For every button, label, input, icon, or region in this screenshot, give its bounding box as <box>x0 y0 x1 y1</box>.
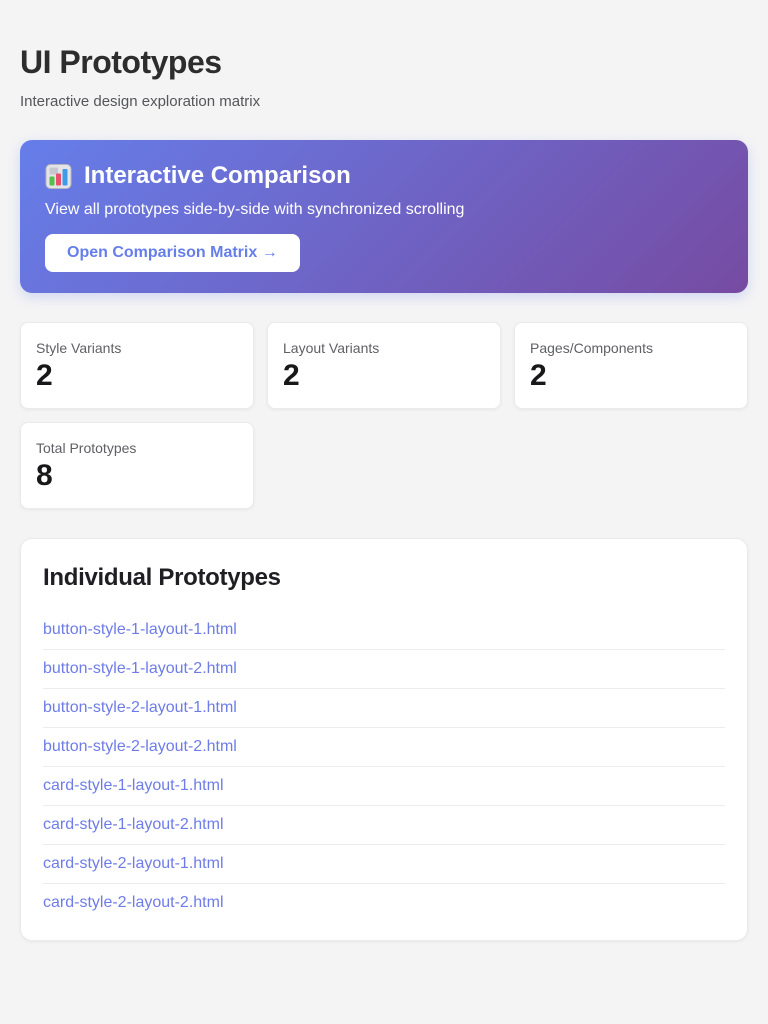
prototype-link[interactable]: card-style-1-layout-2.html <box>43 816 224 833</box>
individual-prototypes-card: Individual Prototypes button-style-1-lay… <box>20 538 748 941</box>
prototype-link[interactable]: card-style-2-layout-2.html <box>43 894 224 911</box>
page-subtitle: Interactive design exploration matrix <box>20 93 261 110</box>
banner-title: Interactive Comparison <box>84 162 351 189</box>
stat-value: 2 <box>530 359 547 392</box>
open-comparison-matrix-button[interactable]: Open Comparison Matrix → <box>45 234 300 272</box>
stats-grid: Style Variants 2 Layout Variants 2 Pages… <box>20 322 748 509</box>
stat-value: 8 <box>36 459 53 492</box>
list-item: button-style-1-layout-2.html <box>43 650 725 689</box>
prototype-link[interactable]: button-style-1-layout-1.html <box>43 621 237 638</box>
list-item: button-style-1-layout-1.html <box>43 611 725 650</box>
list-item: card-style-1-layout-1.html <box>43 767 725 806</box>
stat-label: Pages/Components <box>530 340 653 356</box>
stat-card-total-prototypes: Total Prototypes 8 <box>20 422 254 509</box>
prototype-link[interactable]: button-style-1-layout-2.html <box>43 660 237 677</box>
list-item: card-style-2-layout-2.html <box>43 884 725 922</box>
list-item: card-style-2-layout-1.html <box>43 845 725 884</box>
list-item: button-style-2-layout-2.html <box>43 728 725 767</box>
prototype-link[interactable]: card-style-1-layout-1.html <box>43 777 224 794</box>
list-item: button-style-2-layout-1.html <box>43 689 725 728</box>
prototype-link[interactable]: button-style-2-layout-1.html <box>43 699 237 716</box>
prototype-link[interactable]: card-style-2-layout-1.html <box>43 855 224 872</box>
stat-card-layout-variants: Layout Variants 2 <box>267 322 501 409</box>
prototype-link[interactable]: button-style-2-layout-2.html <box>43 738 237 755</box>
stat-value: 2 <box>36 359 53 392</box>
stat-label: Total Prototypes <box>36 440 137 456</box>
stat-value: 2 <box>283 359 300 392</box>
prototype-list: button-style-1-layout-1.html button-styl… <box>43 611 725 922</box>
bar-chart-icon <box>45 163 72 190</box>
list-item: card-style-1-layout-2.html <box>43 806 725 845</box>
page-title: UI Prototypes <box>20 44 222 80</box>
page-container: UI Prototypes Interactive design explora… <box>20 44 748 941</box>
stat-card-pages-components: Pages/Components 2 <box>514 322 748 409</box>
banner-description: View all prototypes side-by-side with sy… <box>45 201 465 218</box>
individual-prototypes-heading: Individual Prototypes <box>43 564 281 591</box>
stat-card-style-variants: Style Variants 2 <box>20 322 254 409</box>
comparison-banner: Interactive Comparison View all prototyp… <box>20 140 748 293</box>
stat-label: Layout Variants <box>283 340 380 356</box>
banner-title-row: Interactive Comparison <box>45 162 723 190</box>
stat-label: Style Variants <box>36 340 122 356</box>
